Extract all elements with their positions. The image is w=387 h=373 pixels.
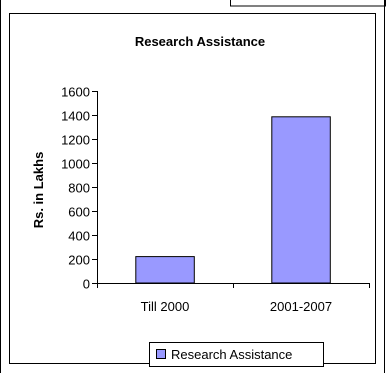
chart-title: Research Assistance (135, 34, 265, 49)
bar-2001-2007 (271, 116, 331, 284)
legend-swatch (156, 349, 166, 359)
y-tick-label: 200 (68, 253, 90, 268)
y-axis-label: Rs. in Lakhs (31, 152, 46, 229)
legend-label: Research Assistance (171, 347, 292, 362)
y-tick-label: 0 (83, 277, 90, 292)
x-tick-labels: Till 2000 2001-2007 (141, 299, 332, 314)
y-tick-label: 1200 (61, 133, 90, 148)
y-tick-label: 1000 (61, 157, 90, 172)
y-tick-label: 1600 (61, 85, 90, 100)
x-tick-label: Till 2000 (141, 299, 190, 314)
y-tick-label: 1400 (61, 109, 90, 124)
legend-box (149, 342, 324, 367)
bars (135, 116, 331, 284)
y-ticks: 0 200 400 600 800 1000 1200 1400 1600 (61, 85, 97, 292)
y-tick-label: 600 (68, 205, 90, 220)
legend: Research Assistance (149, 342, 324, 367)
bar-till-2000 (135, 256, 195, 284)
y-tick-label: 800 (68, 181, 90, 196)
y-tick-label: 400 (68, 229, 90, 244)
top-box-fragment (230, 0, 386, 7)
x-tick-label: 2001-2007 (270, 299, 332, 314)
